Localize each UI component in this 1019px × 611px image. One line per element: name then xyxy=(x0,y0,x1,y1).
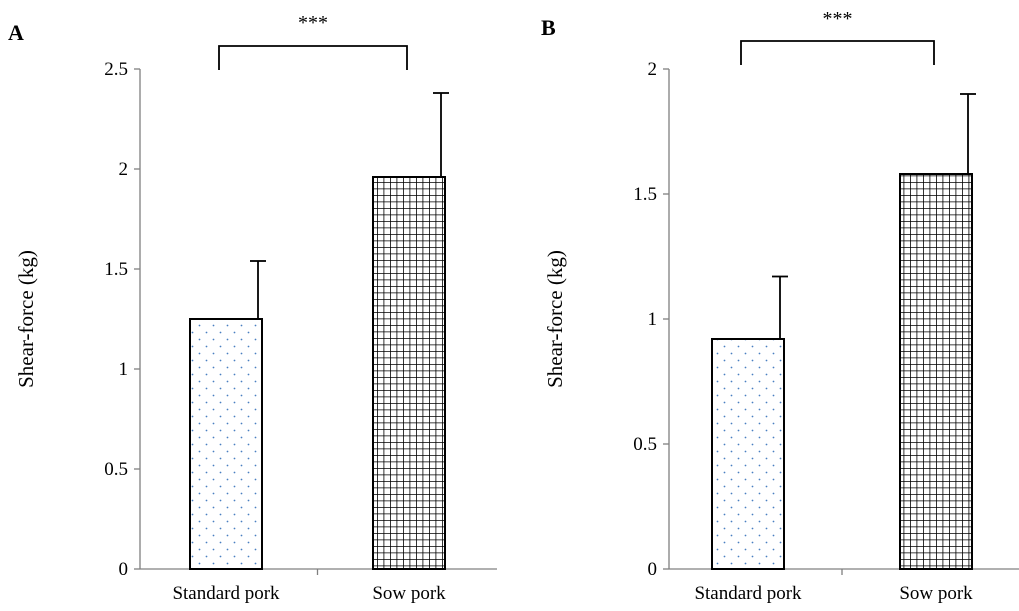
x-category-label: Standard pork xyxy=(172,583,280,604)
y-tick-label: 1.5 xyxy=(633,184,657,205)
bar-sow-pork xyxy=(899,173,973,570)
y-tick-label: 1 xyxy=(119,359,129,380)
chart-panels: A 0 0.5 1 1.5 2 2.5 Shear-force (kg) Standard po… xyxy=(8,8,1019,604)
panel-label: B xyxy=(541,15,556,40)
significance-bracket xyxy=(218,45,408,70)
significance-label: *** xyxy=(298,12,328,34)
significance-label: *** xyxy=(823,8,853,30)
y-tick-label: 1 xyxy=(648,309,658,330)
y-tick-label: 0 xyxy=(119,559,129,580)
y-axis-title: Shear-force (kg) xyxy=(543,250,567,388)
y-tick-label: 2 xyxy=(119,159,129,180)
y-axis-title: Shear-force (kg) xyxy=(14,250,38,388)
y-tick-label: 0.5 xyxy=(104,459,128,480)
bar-standard-pork xyxy=(711,338,785,570)
significance-bracket xyxy=(740,40,935,65)
x-category-label: Standard pork xyxy=(694,583,802,604)
chart-panel-a: A 0 0.5 1 1.5 2 2.5 Shear-force (kg) Standard po… xyxy=(8,12,497,604)
x-category-label: Sow pork xyxy=(899,583,973,604)
bar-standard-pork xyxy=(189,318,263,570)
y-tick-label: 1.5 xyxy=(104,259,128,280)
y-tick-label: 0.5 xyxy=(633,434,657,455)
y-tick-label: 2.5 xyxy=(104,59,128,80)
chart-panel-b: B 0 0.5 1 1.5 2 Shear-force (kg) Standard pork S… xyxy=(541,8,1019,604)
y-tick-label: 0 xyxy=(648,559,658,580)
y-tick-label: 2 xyxy=(648,59,658,80)
bar-sow-pork xyxy=(372,176,446,570)
panel-label: A xyxy=(8,20,24,45)
x-category-label: Sow pork xyxy=(372,583,446,604)
